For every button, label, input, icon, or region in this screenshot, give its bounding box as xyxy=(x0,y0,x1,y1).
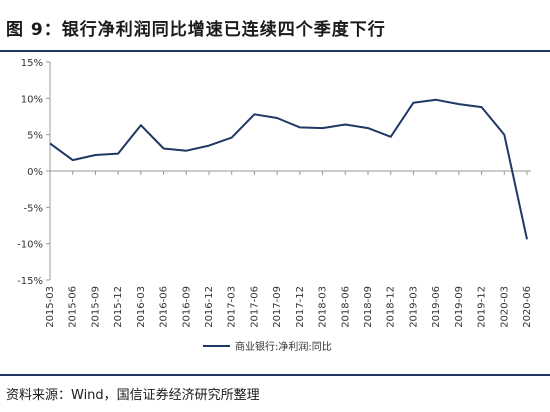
figure-header: 图 9：银行净利润同比增速已连续四个季度下行 xyxy=(0,10,550,52)
title-rule xyxy=(0,50,550,52)
x-tick-label: 2015-09 xyxy=(90,286,101,328)
y-tick-label: 15% xyxy=(21,58,43,69)
series-line xyxy=(49,98,528,240)
chart-area: 15% 10% 5% 0% -5% -10% -15% 2015-03 2015-06 2015-… xyxy=(0,48,550,370)
x-tick-label: 2019-12 xyxy=(477,286,488,328)
x-tick-label: 2019-06 xyxy=(431,286,442,328)
y-tick-label: 5% xyxy=(27,131,43,142)
line-chart: 15% 10% 5% 0% -5% -10% -15%2015-03 2015-06 2015-… xyxy=(17,58,533,353)
x-tick-label: 2017-06 xyxy=(249,286,260,328)
x-tick-label: 2015-12 xyxy=(113,286,124,328)
x-tick-label: 2020-06 xyxy=(522,286,533,328)
x-tick-label: 2018-06 xyxy=(340,286,351,328)
x-tick-label: 2018-09 xyxy=(363,286,374,328)
x-tick-label: 2018-12 xyxy=(386,286,397,328)
y-tick-label: -15% xyxy=(17,276,43,287)
source-note: 资料来源：Wind，国信证券经济研究所整理 xyxy=(6,388,260,403)
x-tick-label: 2019-09 xyxy=(454,286,465,328)
x-tick-label: 2016-12 xyxy=(204,286,215,328)
footer-rule xyxy=(0,374,550,376)
y-tick-label: -10% xyxy=(17,240,43,251)
y-tick-label: 0% xyxy=(27,167,43,178)
y-tick-label: -5% xyxy=(24,203,43,214)
x-tick-label: 2019-03 xyxy=(408,286,419,328)
x-tick-label: 2020-03 xyxy=(499,286,510,328)
x-tick-label: 2015-03 xyxy=(45,286,56,328)
x-tick-label: 2018-03 xyxy=(318,286,329,328)
y-tick-label: 10% xyxy=(21,94,43,105)
legend-label: 商业银行:净利润:同比 xyxy=(235,340,332,353)
x-tick-label: 2016-09 xyxy=(181,286,192,328)
x-tick-label: 2015-06 xyxy=(68,286,79,328)
x-tick-label: 2016-06 xyxy=(159,286,170,328)
x-tick-label: 2017-09 xyxy=(272,286,283,328)
x-tick-label: 2016-03 xyxy=(136,286,147,328)
figure-title: 图 9：银行净利润同比增速已连续四个季度下行 xyxy=(6,20,386,40)
x-tick-label: 2017-12 xyxy=(295,286,306,328)
x-tick-label: 2017-03 xyxy=(227,286,238,328)
